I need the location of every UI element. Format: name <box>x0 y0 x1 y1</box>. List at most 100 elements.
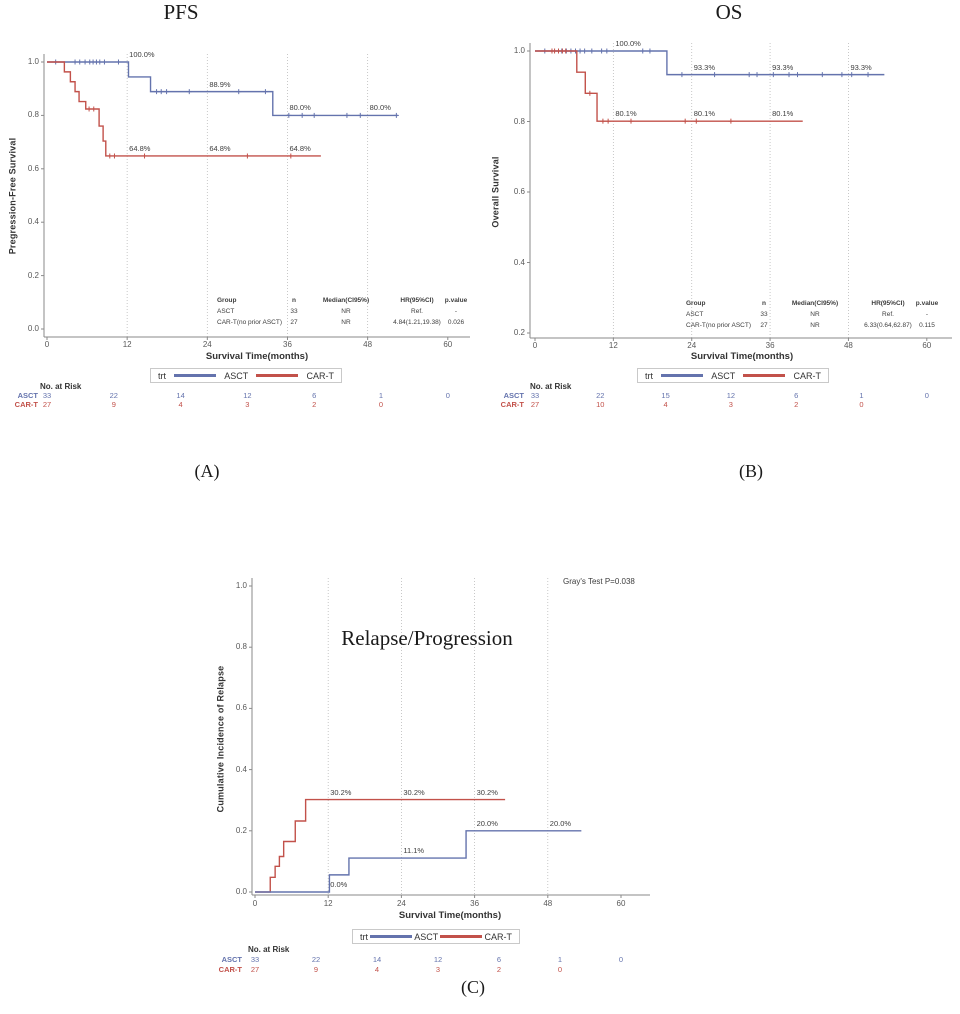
panel-b-caption: (B) <box>739 461 763 481</box>
x-tick-label: 36 <box>283 340 292 349</box>
risk-count: 12 <box>433 955 443 964</box>
stats-cell: 27 <box>290 319 298 326</box>
survival-percent-label: 93.3% <box>693 62 715 72</box>
risk-count: 9 <box>111 400 116 409</box>
survival-percent-label: 20.0% <box>549 818 572 828</box>
risk-count: 15 <box>661 391 670 400</box>
panel-a-risk-title: No. at Risk <box>40 382 82 391</box>
survival-percent-label: 11.1% <box>403 846 425 856</box>
risk-count: 12 <box>726 391 736 400</box>
stats-cell: 0.115 <box>919 322 935 329</box>
panel-a-ylabel: Pregression-Free Survival <box>7 137 18 255</box>
risk-row-label: CAR-T <box>218 965 242 974</box>
survival-percent-label: 80.0% <box>289 103 311 113</box>
y-tick-label: 0.0 <box>235 887 247 896</box>
stats-cell: Ref. <box>411 308 423 315</box>
stats-header-cell: Median(CI95%) <box>791 300 839 307</box>
survival-percent-label: 100.0% <box>615 39 641 48</box>
stats-cell: CAR-T(no prior ASCT) <box>686 322 752 329</box>
risk-row-label: CAR-T <box>14 400 38 409</box>
risk-count: 1 <box>557 955 563 964</box>
stats-cell: 0.026 <box>447 319 465 326</box>
stats-cell: NR <box>341 308 351 315</box>
y-tick-label: 0.4 <box>513 257 525 267</box>
risk-count: 22 <box>109 391 118 400</box>
y-tick-label: 0.6 <box>235 703 247 713</box>
survival-percent-label: 80.1% <box>693 109 715 119</box>
cart-line-swatch <box>256 374 299 377</box>
survival-percent-label: 88.9% <box>209 79 231 89</box>
x-tick-label: 12 <box>608 341 618 350</box>
legend-label-cart: CAR-T <box>306 370 334 381</box>
x-tick-label: 48 <box>543 899 553 908</box>
stats-cell: - <box>925 311 929 318</box>
risk-count: 22 <box>596 391 605 400</box>
risk-row-label: CAR-T <box>500 400 524 409</box>
risk-count: 10 <box>596 400 605 409</box>
km-curve-car-t <box>47 61 321 157</box>
stats-header-cell: Group <box>686 300 706 307</box>
x-tick-label: 60 <box>922 341 932 350</box>
stats-cell: ASCT <box>686 311 704 318</box>
stats-header-cell: Group <box>217 297 237 304</box>
legend-panel-c: trt ASCT CAR-T <box>352 929 520 944</box>
risk-count: 2 <box>312 400 317 409</box>
risk-row-label: ASCT <box>17 391 38 400</box>
km-curve-asct <box>255 830 582 893</box>
legend-label-cart: CAR-T <box>484 931 512 942</box>
survival-percent-label: 20.0% <box>476 818 498 828</box>
x-tick-label: 48 <box>843 341 853 350</box>
risk-count: 0 <box>924 391 929 400</box>
grays-test-note: Gray's Test P=0.038 <box>563 577 635 586</box>
asct-line-swatch <box>370 935 413 938</box>
panel-b-risk-title: No. at Risk <box>530 382 572 391</box>
panel-c-caption: (C) <box>461 977 485 997</box>
km-curve-car-t <box>255 798 506 893</box>
legend-label-cart: CAR-T <box>793 370 821 381</box>
y-tick-label: 0.6 <box>513 187 525 196</box>
survival-percent-label: 80.1% <box>615 109 637 119</box>
risk-count: 27 <box>42 400 52 409</box>
risk-count: 4 <box>374 965 380 974</box>
panel-c-xlabel: Survival Time(months) <box>398 910 502 921</box>
panel-a-xlabel: Survival Time(months) <box>205 351 309 362</box>
risk-row-label: ASCT <box>503 391 524 400</box>
stats-cell: - <box>454 308 458 315</box>
asct-line-swatch <box>174 374 217 377</box>
survival-percent-label: 80.0% <box>369 103 391 113</box>
survival-percent-label: 64.8% <box>289 143 311 153</box>
stats-cell: 4.84(1.21,19.38) <box>393 319 441 326</box>
stats-header-cell: p.value <box>444 297 468 304</box>
stats-cell: 33 <box>760 311 768 318</box>
panel-b-xlabel: Survival Time(months) <box>690 351 794 362</box>
survival-percent-label: 0.0% <box>330 880 348 889</box>
y-tick-label: 0.2 <box>27 270 39 280</box>
stats-cell: NR <box>810 311 820 318</box>
legend-title: trt <box>360 931 368 942</box>
y-tick-label: 0.4 <box>27 217 39 227</box>
y-tick-label: 0.6 <box>27 163 39 173</box>
risk-count: 3 <box>245 400 250 409</box>
survival-percent-label: 93.3% <box>850 62 872 72</box>
x-tick-label: 12 <box>122 340 132 349</box>
panel-a-caption: (A) <box>194 461 220 481</box>
risk-count: 6 <box>794 391 799 400</box>
survival-percent-label: 64.8% <box>209 143 231 153</box>
risk-count: 3 <box>728 400 733 409</box>
x-tick-label: 0 <box>252 899 258 908</box>
y-tick-label: 0.0 <box>27 324 39 333</box>
risk-count: 0 <box>859 400 864 409</box>
legend-panel-a: trt ASCT CAR-T <box>150 368 342 383</box>
stats-header-cell: p.value <box>915 300 939 307</box>
stats-cell: Ref. <box>882 311 894 318</box>
panel-c-risk-title: No. at Risk <box>248 945 290 954</box>
panel-a-title: PFS <box>163 0 199 24</box>
risk-count: 2 <box>496 965 502 974</box>
risk-count: 6 <box>312 391 317 400</box>
stats-header-cell: n <box>292 297 296 304</box>
x-tick-label: 60 <box>443 340 453 349</box>
legend-panel-b: trt ASCT CAR-T <box>637 368 829 383</box>
risk-count: 0 <box>618 955 624 964</box>
